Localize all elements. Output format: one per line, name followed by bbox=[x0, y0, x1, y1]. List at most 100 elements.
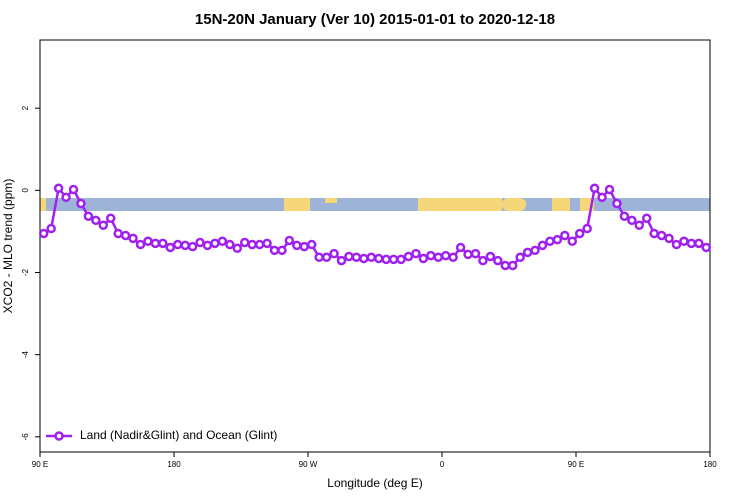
data-point bbox=[366, 252, 377, 263]
x-tick-label: 90 W bbox=[299, 460, 318, 469]
data-point bbox=[105, 213, 116, 224]
data-point bbox=[574, 228, 585, 239]
data-point bbox=[262, 238, 272, 249]
data-point bbox=[641, 213, 652, 224]
data-point bbox=[649, 228, 659, 239]
data-point bbox=[53, 183, 64, 194]
data-point bbox=[656, 230, 667, 241]
y-tick-label: -6 bbox=[21, 433, 30, 441]
data-point bbox=[225, 239, 235, 250]
data-point bbox=[46, 223, 56, 234]
data-point bbox=[455, 242, 466, 253]
x-tick-label: 180 bbox=[703, 460, 717, 469]
data-point bbox=[671, 239, 682, 250]
y-tick-label: 2 bbox=[21, 105, 30, 110]
y-tick-label: -4 bbox=[21, 351, 30, 359]
data-point bbox=[686, 238, 697, 249]
data-point bbox=[76, 198, 86, 209]
data-point bbox=[247, 239, 257, 250]
data-point bbox=[530, 245, 540, 256]
data-point bbox=[411, 248, 421, 259]
data-point bbox=[604, 184, 615, 195]
data-point bbox=[165, 242, 176, 253]
data-point bbox=[269, 245, 280, 256]
data-point bbox=[172, 239, 183, 250]
data-point bbox=[254, 239, 265, 250]
data-point bbox=[277, 245, 287, 256]
data-point bbox=[381, 254, 391, 265]
data-point bbox=[195, 237, 205, 248]
data-point bbox=[627, 215, 637, 226]
data-point bbox=[292, 240, 302, 251]
data-point bbox=[440, 250, 451, 261]
data-point bbox=[485, 251, 496, 262]
data-point bbox=[478, 255, 488, 266]
data-point bbox=[113, 228, 123, 239]
data-point bbox=[522, 247, 533, 258]
x-tick-label: 0 bbox=[440, 460, 445, 469]
data-point bbox=[619, 211, 630, 221]
legend-label: Land (Nadir&Glint) and Ocean (Glint) bbox=[80, 428, 277, 442]
data-point bbox=[694, 238, 704, 249]
y-tick-label: 0 bbox=[21, 188, 30, 193]
data-point bbox=[351, 252, 362, 263]
data-point bbox=[314, 252, 324, 263]
data-point bbox=[612, 198, 622, 209]
data-point bbox=[500, 260, 511, 271]
data-point bbox=[426, 250, 436, 261]
data-point bbox=[396, 254, 406, 265]
data-point bbox=[38, 228, 49, 239]
x-tick-label: 90 E bbox=[568, 460, 584, 469]
data-point bbox=[143, 236, 153, 247]
data-point bbox=[418, 253, 429, 264]
data-point bbox=[344, 251, 354, 262]
x-tick-label: 180 bbox=[167, 460, 181, 469]
data-point bbox=[388, 254, 399, 265]
data-point bbox=[217, 236, 228, 247]
data-point bbox=[560, 230, 570, 241]
data-point bbox=[634, 220, 645, 231]
data-point bbox=[515, 252, 525, 263]
data-point bbox=[135, 239, 146, 250]
data-point bbox=[679, 236, 689, 247]
data-point bbox=[284, 235, 295, 246]
data-point bbox=[61, 192, 71, 203]
data-point bbox=[470, 248, 481, 259]
data-point bbox=[552, 234, 563, 245]
data-point bbox=[68, 184, 79, 195]
data-point bbox=[448, 252, 458, 263]
x-axis-label: Longitude (deg E) bbox=[327, 476, 422, 490]
data-point bbox=[589, 183, 600, 194]
y-tick-label: -2 bbox=[21, 268, 30, 276]
land-ocean-strip bbox=[40, 198, 710, 211]
data-point bbox=[373, 253, 384, 264]
data-point bbox=[239, 237, 250, 248]
data-point bbox=[493, 255, 503, 266]
data-point bbox=[202, 240, 213, 251]
data-point bbox=[433, 252, 444, 263]
data-point bbox=[321, 252, 332, 263]
data-point bbox=[158, 238, 168, 249]
data-point bbox=[120, 230, 131, 241]
data-point bbox=[187, 241, 198, 252]
legend-marker bbox=[54, 431, 64, 441]
data-point bbox=[329, 248, 339, 259]
data-point bbox=[91, 215, 101, 226]
data-point bbox=[83, 211, 94, 221]
data-point bbox=[537, 240, 548, 251]
data-point bbox=[232, 243, 243, 254]
data-point bbox=[507, 260, 518, 271]
data-point bbox=[180, 240, 190, 251]
data-point bbox=[210, 238, 220, 249]
chart-title: 15N-20N January (Ver 10) 2015-01-01 to 2… bbox=[195, 11, 555, 28]
data-point bbox=[306, 239, 317, 250]
data-point bbox=[582, 223, 592, 234]
x-tick-label: 90 E bbox=[32, 460, 48, 469]
data-point bbox=[664, 233, 674, 244]
data-point bbox=[150, 238, 161, 249]
data-point bbox=[336, 255, 347, 266]
data-point bbox=[359, 253, 369, 264]
data-point bbox=[128, 233, 138, 244]
data-point bbox=[463, 249, 473, 260]
